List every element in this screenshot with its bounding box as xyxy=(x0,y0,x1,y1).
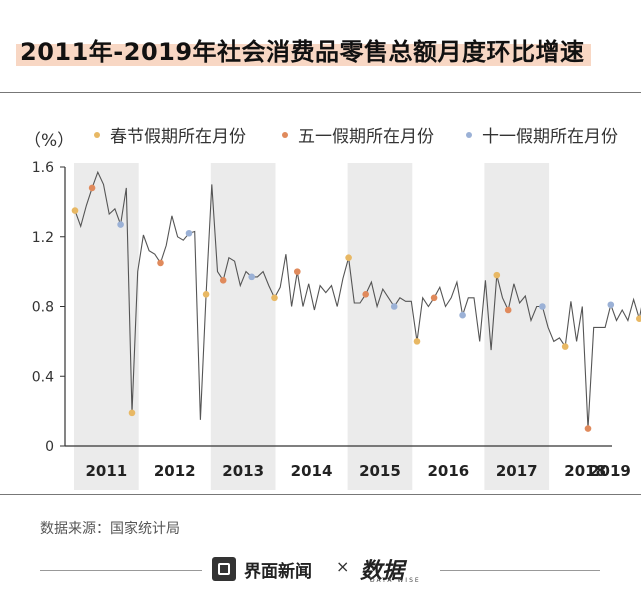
marker-national-2011-09 xyxy=(117,221,124,228)
legend-dot-national xyxy=(466,132,472,138)
legend-label-spring: 春节假期所在月份 xyxy=(110,127,246,147)
marker-national-2016-09 xyxy=(459,311,466,319)
y-tick-label: 0.8 xyxy=(32,300,54,316)
marker-national-2012-09 xyxy=(185,229,193,237)
marker-mayday-2014-04 xyxy=(294,268,301,275)
bottom-divider xyxy=(0,494,641,495)
x-year-label-2012: 2012 xyxy=(154,462,196,480)
year-band-2011 xyxy=(74,163,139,490)
marker-spring-2019-04 xyxy=(636,315,641,323)
marker-spring-2017-03 xyxy=(493,271,501,279)
marker-spring-2016-01 xyxy=(413,338,421,345)
x-year-label-2013: 2013 xyxy=(222,462,264,480)
marker-national-2013-08 xyxy=(248,273,255,281)
x-year-label-2017: 2017 xyxy=(496,462,538,480)
marker-mayday-2011-04 xyxy=(88,184,96,192)
marker-mayday-2017-05 xyxy=(504,306,512,314)
marker-spring-2013-12 xyxy=(271,294,278,302)
marker-spring-2015-01 xyxy=(345,254,352,261)
jiemian-logo-icon xyxy=(212,557,236,581)
legend-dot-spring xyxy=(94,132,100,138)
marker-spring-2011-01 xyxy=(71,207,79,214)
x-year-label-2016: 2016 xyxy=(427,462,469,480)
footer-brand: 界面新闻 xyxy=(244,562,312,582)
marker-spring-2018-03 xyxy=(561,343,569,350)
marker-mayday-2012-04 xyxy=(157,259,164,267)
footer-line-right xyxy=(440,570,600,571)
y-axis: 0 0.4 0.8 1.2 1.6 xyxy=(32,160,66,455)
marker-spring-2011-11 xyxy=(128,409,136,417)
title-accent xyxy=(16,44,591,66)
footer-watermark: 数据 xyxy=(360,558,405,584)
legend-item-mayday: 五一假期所在月份 xyxy=(282,122,434,147)
marker-mayday-2016-04 xyxy=(430,294,438,302)
x-year-label-2019: 2019 xyxy=(589,462,631,480)
legend-label-national: 十一假期所在月份 xyxy=(482,127,618,147)
y-tick-label: 1.2 xyxy=(32,230,54,246)
x-year-label-2011: 2011 xyxy=(85,462,127,480)
source-note: 数据来源：国家统计局 xyxy=(40,521,180,537)
marker-spring-2012-12 xyxy=(202,290,210,298)
title-bar: 2011年-2019年社会消费品零售总额月度环比增速 xyxy=(0,30,641,74)
footer-times: × xyxy=(336,557,350,576)
y-tick-label: 1.6 xyxy=(32,160,54,176)
y-tick-label: 0 xyxy=(45,439,54,455)
page-title: 2011年-2019年社会消费品零售总额月度环比增速 xyxy=(20,38,585,66)
marker-national-2017-11 xyxy=(539,303,546,310)
holiday-markers xyxy=(71,184,641,432)
legend-dot-mayday xyxy=(282,132,288,138)
y-axis-unit: （%） xyxy=(24,131,75,151)
marker-mayday-2015-04 xyxy=(362,290,370,298)
year-band-2013 xyxy=(210,163,276,490)
x-year-label-2014: 2014 xyxy=(291,462,333,480)
footer-watermark-sub: DATA WISE xyxy=(370,577,421,584)
legend: 春节假期所在月份 五一假期所在月份 十一假期所在月份 xyxy=(0,122,641,147)
series-line xyxy=(74,170,641,429)
top-divider xyxy=(0,92,641,93)
y-tick-label: 0.4 xyxy=(32,369,54,385)
marker-national-2018-11 xyxy=(607,301,615,309)
marker-mayday-2018-07 xyxy=(584,425,592,432)
year-band-2015 xyxy=(347,163,413,490)
x-year-label-2018: 2018 xyxy=(564,462,606,480)
line-chart: 00.40.81.21.6 2011 2012 2013 2014 2015 2016 20… xyxy=(32,160,641,490)
x-year-label-2015: 2015 xyxy=(359,462,401,480)
marker-national-2015-09 xyxy=(390,303,398,310)
legend-label-mayday: 五一假期所在月份 xyxy=(298,127,434,147)
year-bands xyxy=(74,163,550,490)
marker-mayday-2013-03 xyxy=(219,277,227,284)
legend-item-national: 十一假期所在月份 xyxy=(466,122,618,147)
year-band-2017 xyxy=(484,163,550,490)
footer: 界面新闻 × 数据 DATA WISE xyxy=(0,555,641,585)
legend-item-spring: 春节假期所在月份 xyxy=(94,122,246,147)
footer-line-left xyxy=(40,570,202,571)
